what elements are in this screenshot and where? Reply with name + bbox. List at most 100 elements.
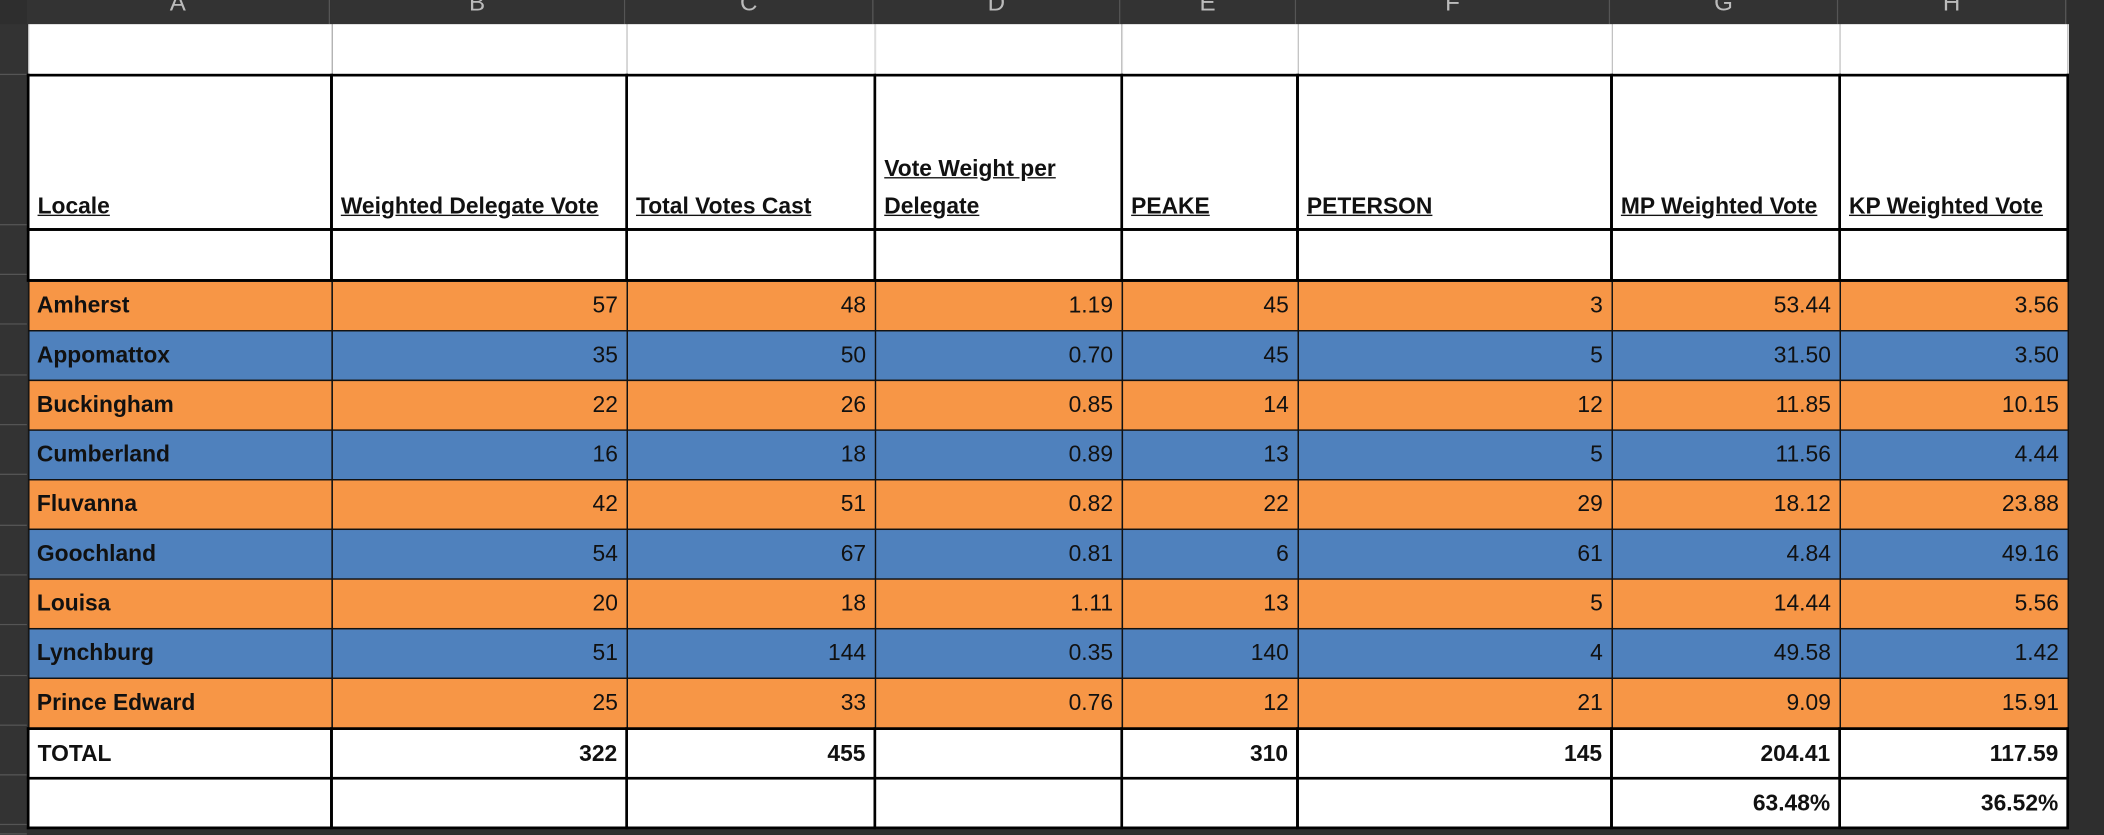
cell-wdv[interactable]: 57: [330, 279, 628, 332]
empty-cell[interactable]: [1120, 228, 1299, 282]
total-mp[interactable]: 204.41: [1610, 727, 1841, 780]
column-title-peake[interactable]: PEAKE: [1120, 73, 1299, 231]
total-kp[interactable]: 117.59: [1838, 727, 2070, 780]
empty-cell[interactable]: [625, 228, 877, 282]
cell-vwpd[interactable]: 0.85: [874, 379, 1123, 431]
cell-tvc[interactable]: 48: [625, 279, 876, 332]
row-header[interactable]: [0, 525, 27, 576]
percent-kp[interactable]: 36.52%: [1838, 776, 2070, 830]
cell-vwpd[interactable]: 0.81: [874, 528, 1123, 580]
empty-cell[interactable]: [1610, 228, 1841, 282]
cell-mp[interactable]: 11.56: [1610, 429, 1841, 481]
cell-kp[interactable]: 49.16: [1838, 528, 2069, 580]
cell-tvc[interactable]: 33: [625, 677, 876, 730]
cell-wdv[interactable]: 25: [330, 677, 628, 730]
cell-mp[interactable]: 49.58: [1610, 627, 1841, 679]
cell-tvc[interactable]: 18: [625, 429, 876, 481]
cell-locale[interactable]: Goochland: [27, 528, 333, 580]
row-header[interactable]: [0, 324, 27, 376]
cell-mp[interactable]: 53.44: [1610, 279, 1841, 332]
empty-cell[interactable]: [330, 776, 628, 830]
cell-locale[interactable]: Cumberland: [27, 429, 333, 481]
empty-cell[interactable]: [873, 776, 1124, 830]
cell-tvc[interactable]: 67: [625, 528, 876, 580]
cell-wdv[interactable]: 22: [330, 379, 628, 431]
column-title-kp[interactable]: KP Weighted Vote: [1838, 73, 2070, 231]
row-header[interactable]: [0, 676, 27, 726]
total-vwpd[interactable]: [873, 727, 1124, 780]
empty-cell[interactable]: [1120, 776, 1299, 830]
cell-locale[interactable]: Louisa: [27, 578, 333, 630]
cell-kp[interactable]: 1.42: [1838, 627, 2069, 679]
empty-cell[interactable]: [625, 776, 877, 830]
cell-peake[interactable]: 45: [1121, 330, 1299, 382]
row-header[interactable]: [0, 275, 27, 325]
cell-tvc[interactable]: 50: [625, 330, 876, 382]
empty-cell[interactable]: [1838, 24, 2069, 76]
cell-mp[interactable]: 14.44: [1610, 578, 1841, 630]
cell-kp[interactable]: 15.91: [1838, 677, 2069, 730]
total-peterson[interactable]: 145: [1296, 727, 1613, 780]
cell-peake[interactable]: 140: [1121, 627, 1299, 679]
cell-kp[interactable]: 23.88: [1838, 479, 2069, 531]
cell-mp[interactable]: 9.09: [1610, 677, 1841, 730]
column-title-mp[interactable]: MP Weighted Vote: [1610, 73, 1841, 231]
column-title-tvc[interactable]: Total Votes Cast: [625, 73, 877, 231]
empty-cell[interactable]: [26, 776, 333, 830]
column-header-h[interactable]: H: [1838, 0, 2067, 25]
cell-locale[interactable]: Amherst: [27, 279, 333, 332]
cell-peake[interactable]: 13: [1121, 578, 1299, 630]
cell-wdv[interactable]: 20: [330, 578, 628, 630]
cell-peake[interactable]: 6: [1121, 528, 1299, 580]
cell-wdv[interactable]: 35: [330, 330, 628, 382]
empty-cell[interactable]: [874, 24, 1123, 76]
row-header[interactable]: [0, 474, 27, 526]
percent-mp[interactable]: 63.48%: [1610, 776, 1841, 830]
cell-kp[interactable]: 5.56: [1838, 578, 2069, 630]
cell-kp[interactable]: 10.15: [1838, 379, 2069, 431]
cell-peake[interactable]: 12: [1121, 677, 1299, 730]
empty-cell[interactable]: [26, 228, 333, 282]
column-title-locale[interactable]: Locale: [26, 73, 333, 231]
empty-cell[interactable]: [1296, 776, 1613, 830]
cell-wdv[interactable]: 54: [330, 528, 628, 580]
empty-cell[interactable]: [1121, 24, 1299, 76]
row-header[interactable]: [0, 825, 27, 835]
empty-cell[interactable]: [1296, 228, 1613, 282]
empty-cell[interactable]: [1610, 24, 1841, 76]
cell-locale[interactable]: Lynchburg: [27, 627, 333, 679]
row-header[interactable]: [0, 625, 27, 677]
cell-kp[interactable]: 3.50: [1838, 330, 2069, 382]
column-header-f[interactable]: F: [1296, 0, 1611, 25]
row-header[interactable]: [0, 725, 27, 776]
column-title-peterson[interactable]: PETERSON: [1296, 73, 1613, 231]
cell-vwpd[interactable]: 0.89: [874, 429, 1123, 481]
column-header-g[interactable]: G: [1610, 0, 1839, 25]
row-header[interactable]: [0, 575, 27, 626]
cell-locale[interactable]: Buckingham: [27, 379, 333, 431]
cell-vwpd[interactable]: 1.11: [874, 578, 1123, 630]
empty-cell[interactable]: [1838, 228, 2070, 282]
cell-locale[interactable]: Fluvanna: [27, 479, 333, 531]
cell-peterson[interactable]: 3: [1296, 279, 1613, 332]
column-title-wdv[interactable]: Weighted Delegate Vote: [330, 73, 628, 231]
cell-kp[interactable]: 4.44: [1838, 429, 2069, 481]
cell-vwpd[interactable]: 0.35: [874, 627, 1123, 679]
column-header-c[interactable]: C: [625, 0, 874, 25]
cell-peterson[interactable]: 12: [1296, 379, 1613, 431]
row-header[interactable]: [0, 425, 27, 475]
cell-peterson[interactable]: 61: [1296, 528, 1613, 580]
column-header-e[interactable]: E: [1120, 0, 1297, 25]
row-header[interactable]: [0, 225, 27, 276]
empty-cell[interactable]: [625, 24, 876, 76]
cell-peterson[interactable]: 21: [1296, 677, 1613, 730]
column-header-a[interactable]: A: [26, 0, 331, 25]
empty-cell[interactable]: [330, 228, 628, 282]
cell-tvc[interactable]: 144: [625, 627, 876, 679]
cell-locale[interactable]: Prince Edward: [27, 677, 333, 730]
column-header-d[interactable]: D: [873, 0, 1121, 25]
cell-wdv[interactable]: 51: [330, 627, 628, 679]
empty-cell[interactable]: [873, 228, 1124, 282]
cell-mp[interactable]: 18.12: [1610, 479, 1841, 531]
total-peake[interactable]: 310: [1120, 727, 1299, 780]
